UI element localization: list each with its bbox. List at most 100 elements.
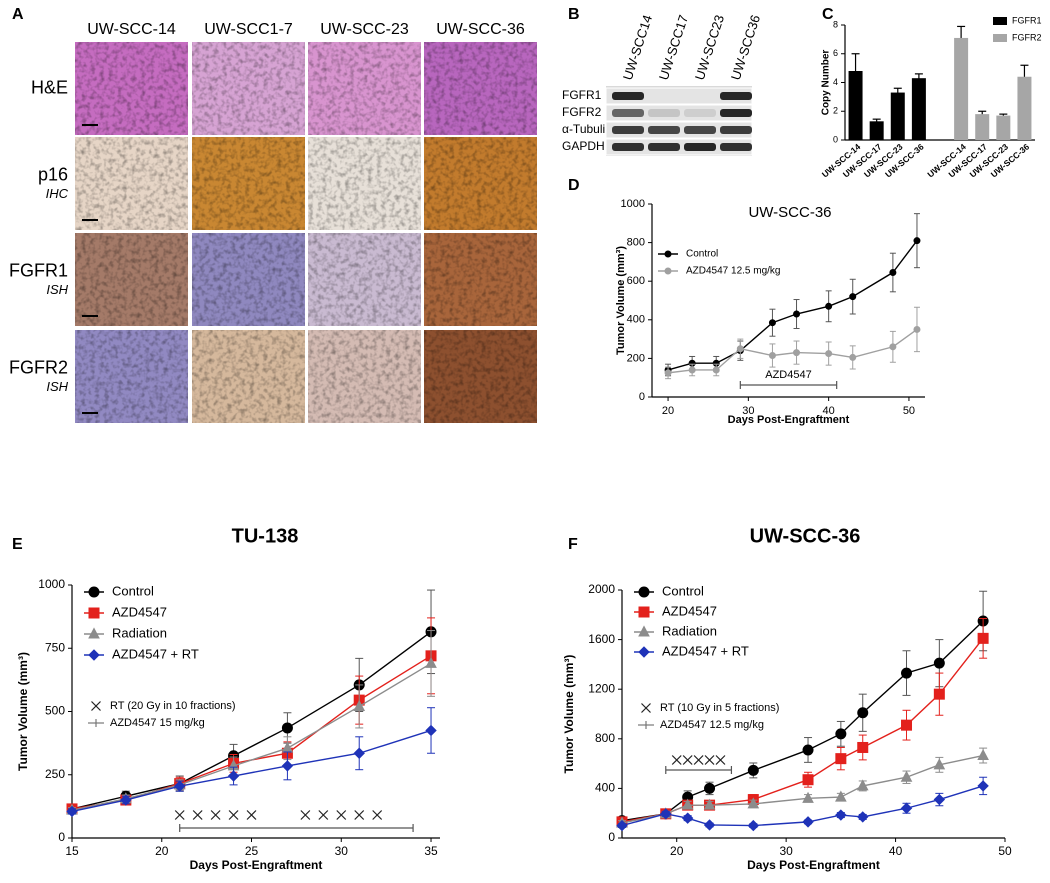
rt-mark xyxy=(174,810,185,820)
panel-label: E xyxy=(12,536,23,553)
marker xyxy=(913,325,921,333)
marker xyxy=(835,790,847,802)
y-tick-label: 4 xyxy=(833,77,838,87)
marker xyxy=(425,656,437,668)
marker xyxy=(900,770,913,782)
y-tick-label: 600 xyxy=(627,275,645,287)
bar xyxy=(869,121,884,140)
image-texture xyxy=(424,137,537,230)
x-tick-label: 15 xyxy=(65,844,79,858)
image-texture xyxy=(192,330,305,423)
marker xyxy=(802,791,814,803)
rt-mark xyxy=(693,755,704,765)
image-texture xyxy=(308,233,421,326)
row-label: FGFR2 xyxy=(9,357,68,377)
panel-label: F xyxy=(568,536,578,553)
rt-mark xyxy=(210,810,221,820)
rt-mark xyxy=(336,810,347,820)
legend-label: AZD4547 + RT xyxy=(662,643,749,658)
row-sublabel: ISH xyxy=(46,379,68,394)
marker xyxy=(933,657,945,669)
marker xyxy=(857,811,869,823)
row-sublabel: ISH xyxy=(46,282,68,297)
marker xyxy=(704,782,716,794)
marker xyxy=(802,744,814,756)
marker xyxy=(616,819,628,832)
bar xyxy=(954,37,969,140)
marker xyxy=(933,688,945,700)
series-line xyxy=(667,328,918,374)
marker xyxy=(835,728,847,740)
x-axis-label: Days Post-Engraftment xyxy=(728,414,850,426)
marker xyxy=(281,760,294,772)
marker xyxy=(174,780,186,792)
blot-band xyxy=(720,126,752,134)
marker xyxy=(638,586,650,598)
y-tick-label: 800 xyxy=(627,237,645,249)
marker xyxy=(664,267,672,275)
y-tick-label: 2000 xyxy=(588,582,615,596)
series-line xyxy=(621,754,984,824)
row-label: p16 xyxy=(38,164,68,184)
image-texture xyxy=(424,330,537,423)
rt-mark xyxy=(682,755,693,765)
image-texture xyxy=(192,137,305,230)
blot-lane-label: UW-SCC17 xyxy=(656,13,691,82)
marker xyxy=(747,819,760,832)
marker xyxy=(849,353,857,361)
rt-mark xyxy=(192,810,203,820)
rt-mark xyxy=(228,810,239,820)
marker xyxy=(825,350,833,358)
bar xyxy=(890,92,905,140)
y-tick-label: 1200 xyxy=(588,681,615,695)
blot-band xyxy=(684,126,716,134)
marker xyxy=(281,722,293,734)
marker xyxy=(703,798,716,810)
image-texture xyxy=(308,42,421,135)
rt-mark xyxy=(715,755,726,765)
image-texture xyxy=(424,233,537,326)
marker xyxy=(849,293,857,301)
blot-band xyxy=(612,109,644,117)
blot-band xyxy=(720,143,752,151)
x-tick-label: 50 xyxy=(998,844,1012,858)
blot-band xyxy=(612,143,644,151)
marker xyxy=(901,667,913,679)
marker xyxy=(900,802,913,814)
y-axis-label: Tumor Volume (mm³) xyxy=(16,652,30,771)
y-tick-label: 800 xyxy=(595,731,615,745)
x-tick-label: 25 xyxy=(245,844,259,858)
marker xyxy=(768,352,776,360)
rt-mark xyxy=(300,810,311,820)
rt-mark xyxy=(671,755,682,765)
bar xyxy=(975,114,990,140)
marker xyxy=(88,627,100,639)
blot-lane-label: UW-SCC14 xyxy=(620,13,655,82)
image-texture xyxy=(192,42,305,135)
y-tick-label: 200 xyxy=(627,352,645,364)
marker xyxy=(425,724,437,737)
image-texture xyxy=(308,137,421,230)
image-texture xyxy=(75,42,188,135)
y-tick-label: 6 xyxy=(833,48,838,58)
marker xyxy=(638,646,650,658)
marker xyxy=(977,780,989,792)
bar xyxy=(996,115,1011,140)
marker xyxy=(901,719,913,731)
marker xyxy=(835,753,847,765)
marker xyxy=(768,319,776,327)
marker xyxy=(793,349,801,357)
bar xyxy=(848,71,863,140)
marker xyxy=(353,699,366,711)
y-tick-label: 0 xyxy=(608,830,615,844)
legend-label: AZD4547 xyxy=(662,603,717,618)
x-axis-label: Days Post-Engraftment xyxy=(747,858,880,872)
y-tick-label: 0 xyxy=(833,134,838,144)
marker xyxy=(889,343,897,351)
y-tick-label: 0 xyxy=(58,830,65,844)
annotation: RT (20 Gy in 10 fractions) xyxy=(110,700,236,712)
marker xyxy=(88,586,100,598)
image-texture xyxy=(424,42,537,135)
legend-swatch xyxy=(993,17,1007,25)
marker xyxy=(664,250,672,258)
